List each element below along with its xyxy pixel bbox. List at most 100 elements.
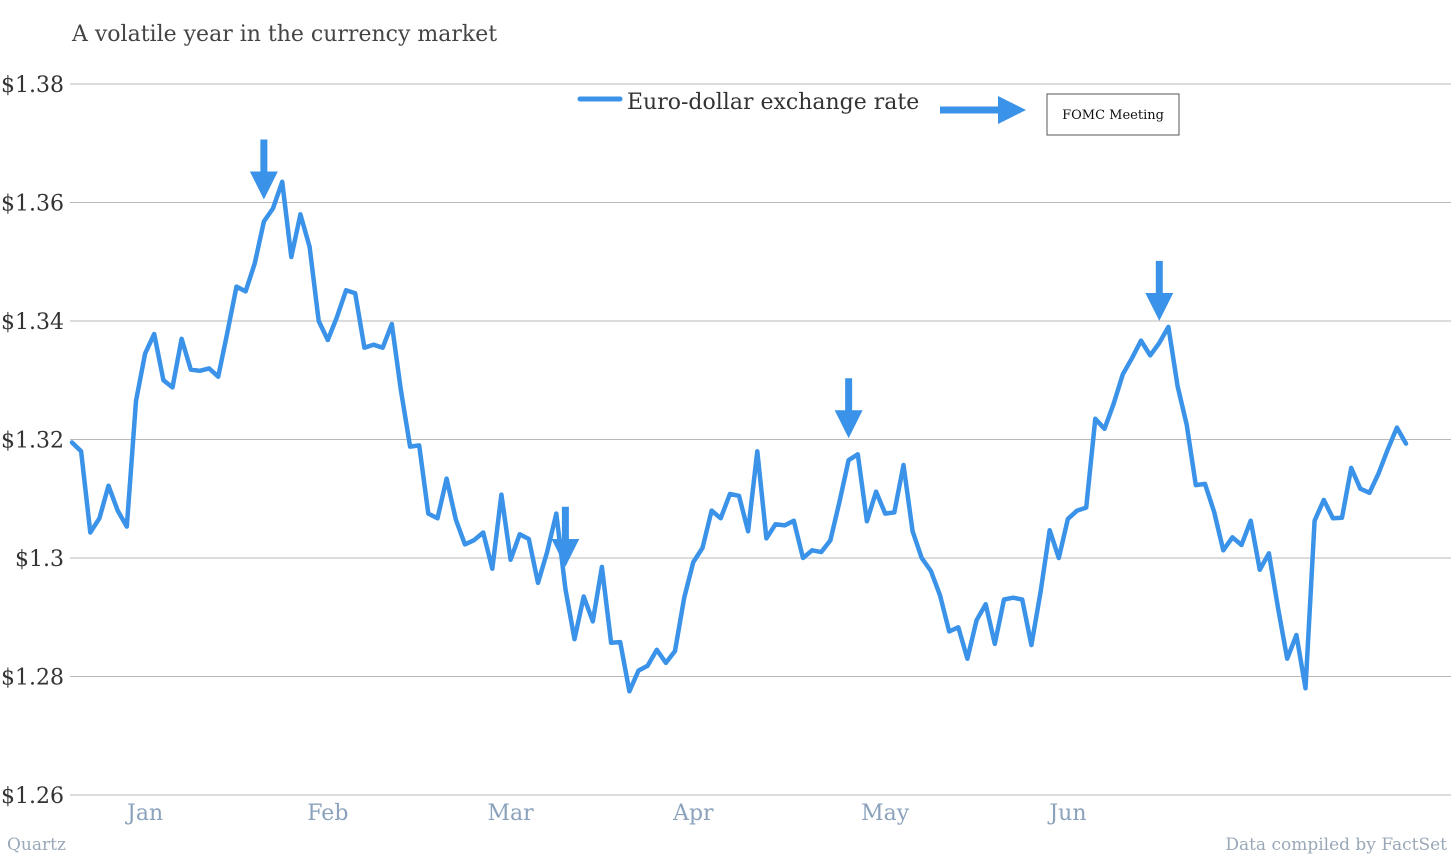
data-point [1131, 357, 1133, 360]
y-axis-ticks: $1.26 $1.28 $1.3 $1.32 $1.34 $1.36 $1.38 [1, 73, 64, 809]
data-point [98, 517, 101, 520]
data-point [263, 220, 265, 223]
data-point [1313, 519, 1316, 522]
data-point [1085, 506, 1088, 509]
data-point [1057, 557, 1060, 559]
data-point [473, 539, 475, 542]
data-point [683, 596, 685, 599]
data-point [875, 490, 877, 493]
data-point [500, 493, 503, 496]
data-point [1213, 510, 1215, 513]
data-point [180, 337, 183, 340]
data-point [793, 519, 795, 522]
data-point [1030, 644, 1033, 646]
data-point [482, 531, 484, 534]
data-point [1039, 591, 1042, 594]
data-point [692, 561, 695, 563]
x-tick-label: Apr [672, 801, 714, 826]
grid [70, 83, 1451, 796]
data-point [966, 657, 969, 660]
data-point [856, 453, 859, 456]
data-point [372, 343, 375, 346]
annotation-layer [249, 139, 1174, 567]
data-point [1121, 373, 1124, 376]
y-tick-label: $1.34 [1, 310, 64, 335]
y-tick-label: $1.3 [15, 547, 64, 572]
data-point [1222, 549, 1225, 552]
data-point [427, 512, 430, 515]
data-point [272, 207, 274, 210]
data-point [135, 400, 137, 402]
series-line [69, 179, 1409, 694]
data-point [1140, 339, 1142, 342]
data-point [911, 530, 914, 533]
data-point [802, 557, 804, 559]
data-point [253, 262, 256, 265]
data-point [1368, 492, 1371, 494]
data-point [1195, 484, 1197, 486]
x-tick-label: Jun [1047, 801, 1086, 826]
data-point [1176, 385, 1179, 387]
y-tick-label: $1.36 [1, 192, 64, 217]
data-point [409, 445, 411, 448]
data-point [546, 551, 548, 553]
data-point [71, 441, 73, 444]
data-point [363, 346, 366, 349]
data-point [1259, 569, 1261, 571]
data-point [509, 558, 512, 561]
data-point [354, 292, 357, 294]
data-point [893, 511, 896, 514]
data-point [418, 444, 421, 447]
data-point [1021, 598, 1024, 601]
data-point [774, 523, 777, 526]
data-point [710, 509, 713, 512]
data-point [162, 379, 165, 382]
data-point [610, 641, 612, 644]
data-point [655, 649, 658, 651]
data-point [1286, 657, 1289, 660]
chart-title: A volatile year in the currency market [71, 22, 497, 47]
data-point [1332, 517, 1334, 520]
data-point [518, 533, 521, 536]
data-point [1158, 342, 1161, 344]
data-point [573, 638, 576, 640]
data-point [1167, 326, 1170, 328]
data-point [920, 557, 923, 559]
data-point [701, 547, 704, 549]
data-point [1386, 448, 1389, 451]
data-point [235, 285, 238, 288]
data-point [783, 524, 786, 527]
data-point [1240, 544, 1243, 546]
data-point [637, 669, 640, 672]
data-point [820, 551, 823, 553]
data-point [281, 180, 283, 183]
data-point [1149, 354, 1151, 357]
data-point [208, 367, 210, 370]
data-point [719, 517, 722, 520]
data-point [592, 620, 594, 623]
data-point [738, 494, 740, 497]
series-layer [69, 179, 1409, 694]
data-point [436, 517, 439, 520]
data-point [390, 323, 393, 325]
data-point [89, 531, 92, 534]
data-point [1003, 598, 1005, 601]
data-point [171, 386, 174, 389]
data-point [555, 512, 558, 515]
data-point [327, 339, 329, 341]
data-point [345, 289, 347, 291]
data-point [299, 213, 302, 216]
data-point [144, 352, 146, 355]
data-point [464, 543, 466, 546]
data-point [1112, 403, 1115, 405]
data-point [189, 368, 192, 371]
data-point [126, 525, 128, 528]
data-point [582, 595, 585, 598]
data-point [336, 316, 338, 318]
annotation-legend-label: FOMC Meeting [1062, 108, 1164, 123]
data-point [226, 332, 229, 334]
annotation-legend-box [1046, 93, 1180, 136]
data-point [838, 500, 841, 503]
data-point [1341, 516, 1343, 519]
data-point [1204, 483, 1206, 485]
